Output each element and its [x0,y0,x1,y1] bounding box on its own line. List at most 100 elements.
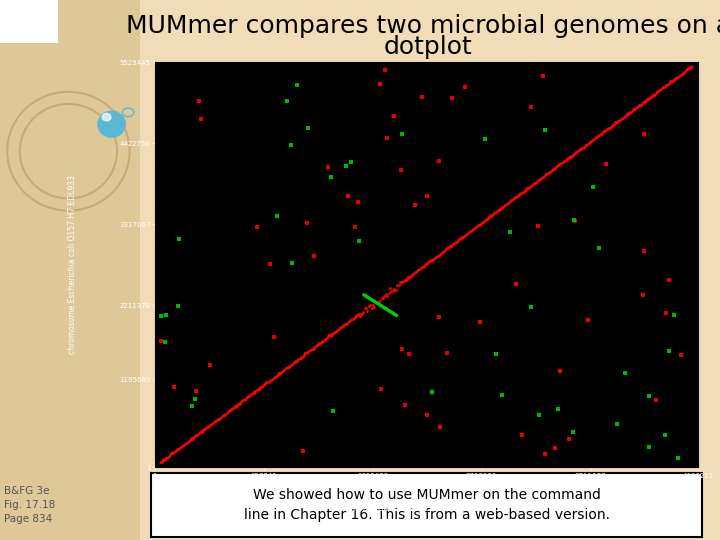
Bar [531,481,535,491]
Bar [120,246,135,248]
Point [370,298,382,306]
Point [156,337,167,346]
Point [376,293,387,302]
Point [204,361,215,370]
Bar [120,119,135,122]
Bar [120,343,135,346]
Bar [120,94,135,97]
Point [532,222,544,231]
Bar [120,232,135,235]
Bar [120,308,135,310]
Point [459,83,471,91]
Bar [120,429,135,432]
Point [620,369,631,377]
Point [660,431,671,440]
Bar [490,481,495,491]
Bar [120,105,135,108]
Text: We showed how to use MUMmer on the command
line in Chapter 16. This is from a we: We showed how to use MUMmer on the comma… [243,488,610,522]
Point [639,130,650,138]
Point [396,345,408,353]
Bar [499,481,503,491]
Y-axis label: chromosome Escherichia coli O157:H7 EDL933: chromosome Escherichia coli O157:H7 EDL9… [68,175,78,354]
Point [302,123,314,132]
Bar [445,481,449,491]
Point [372,298,383,306]
Point [510,280,522,288]
Bar [254,481,259,491]
Bar [305,481,309,491]
Bar [120,70,135,73]
Bar [503,481,508,491]
Bar [120,400,135,402]
Bar [120,200,135,202]
Bar [395,481,400,491]
Bar [120,346,135,348]
Point [328,407,339,416]
Bar [120,122,135,124]
Bar [318,481,323,491]
Bar [120,451,135,454]
Bar [485,481,490,491]
Point [549,443,561,452]
Bar [354,481,359,491]
Point [564,435,575,443]
Bar [639,481,644,491]
Bar [120,389,135,392]
Bar [120,329,135,332]
Bar [120,135,135,138]
Bar [120,362,135,364]
Bar [120,194,135,197]
Bar [120,351,135,354]
Bar [120,316,135,319]
Bar [603,481,608,491]
Bar [120,464,135,467]
X-axis label: Chromosome Escherichia coli K12-MG1655: Chromosome Escherichia coli K12-MG1655 [345,504,508,512]
Bar [120,92,135,94]
Point [343,192,354,200]
Bar [120,216,135,219]
Bar [241,481,246,491]
Point [637,291,649,299]
Bar [277,481,282,491]
Point [354,312,366,320]
Point [650,395,662,404]
Point [675,351,687,360]
Bar [612,481,617,491]
Point [479,134,490,143]
Bar [459,481,463,491]
Bar [120,227,135,229]
Point [490,349,501,358]
Point [395,278,407,286]
Bar [680,481,685,491]
Bar [120,321,135,324]
Point [357,308,369,316]
Bar [295,481,300,491]
Point [384,284,396,292]
Bar [120,76,135,78]
Bar [120,392,135,394]
Bar [463,481,467,491]
Bar [120,356,135,359]
Bar [567,481,572,491]
Bar [120,262,135,265]
Point [409,200,420,209]
Point [193,97,204,106]
Point [540,450,552,458]
Point [446,94,458,103]
Point [376,384,387,393]
Bar [120,181,135,184]
Bar [120,224,135,227]
Bar [653,481,657,491]
Bar [422,481,426,491]
Bar [120,140,135,143]
Point [669,310,680,319]
Bar [120,251,135,254]
Bar [120,443,135,445]
Bar [186,481,191,491]
Point [374,79,386,88]
Bar [120,259,135,262]
Bar [440,481,445,491]
Bar [120,143,135,146]
Bar [689,481,694,491]
Point [433,157,444,165]
